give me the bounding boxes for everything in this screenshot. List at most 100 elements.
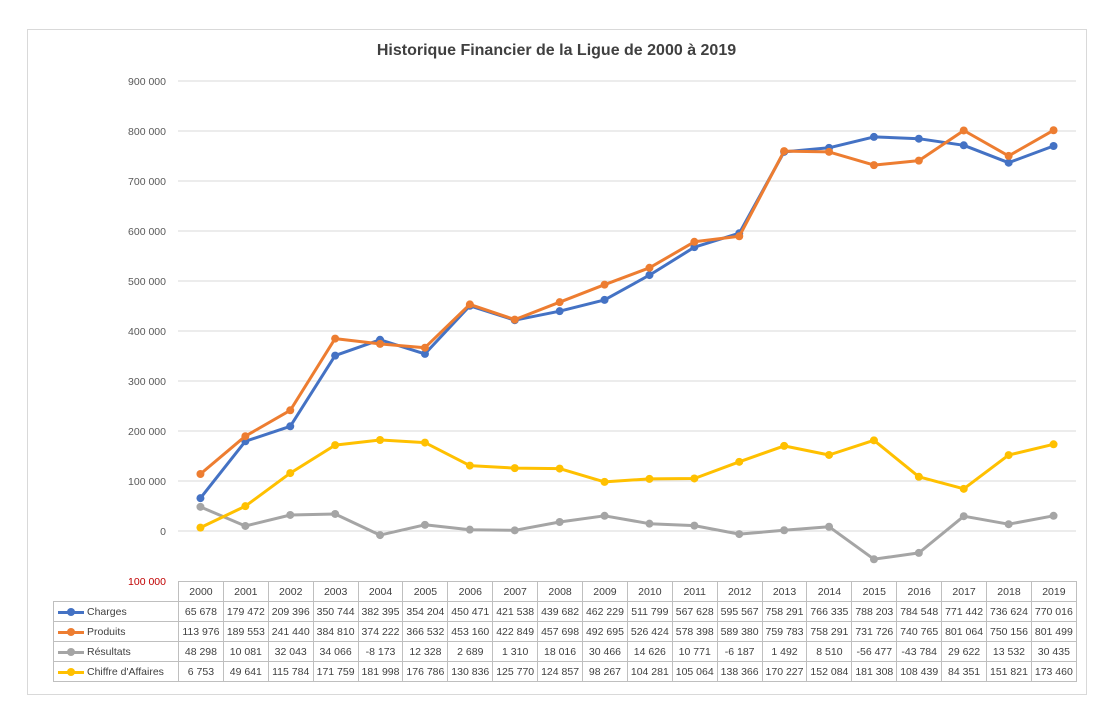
data-label: 181 998 [357,661,404,682]
data-label: 374 222 [357,621,404,642]
data-point-charges [286,422,295,431]
data-point-produits [196,470,205,479]
table-header-row: 2000 2001 2002 2003 2004 2005 2006 2007 2008 2009… [53,581,1077,602]
data-point-chiffre-d-affaires [286,469,295,478]
data-point-charges [869,132,878,141]
data-point-r-sultats [331,509,340,518]
data-label: 1 492 [761,641,808,662]
x-tick-label: 2015 [851,581,898,602]
data-label: 589 380 [716,621,763,642]
x-tick-label: 2006 [447,581,494,602]
data-point-chiffre-d-affaires [331,441,340,450]
x-tick-label: 2017 [941,581,988,602]
data-point-charges [555,307,564,316]
data-label: 209 396 [267,601,314,622]
data-label: 366 532 [402,621,449,642]
data-point-chiffre-d-affaires [555,464,564,473]
data-label: 10 771 [671,641,718,662]
data-point-r-sultats [465,525,474,534]
chart-title: Historique Financier de la Ligue de 2000… [376,42,737,59]
data-point-r-sultats [286,510,295,519]
data-label: 170 227 [761,661,808,682]
x-tick-label: 2019 [1030,581,1077,602]
data-point-r-sultats [780,526,789,535]
data-point-chiffre-d-affaires [510,464,519,473]
data-label: 750 156 [986,621,1032,642]
data-point-produits [780,147,789,156]
data-label: 13 532 [986,641,1032,662]
data-label: 801 064 [941,621,988,642]
data-point-charges [1049,141,1058,150]
data-point-r-sultats [376,531,385,540]
data-point-r-sultats [555,517,564,526]
data-label: 18 016 [537,641,584,662]
data-label: 138 366 [716,661,763,682]
x-tick-label: 2005 [402,581,449,602]
data-label: 453 160 [447,621,494,642]
data-point-r-sultats [420,520,429,529]
data-label: 84 351 [941,661,988,682]
x-tick-label: 2013 [761,581,808,602]
data-point-produits [1004,151,1013,160]
data-table: 2000 2001 2002 2003 2004 2005 2006 2007 2008 2009… [53,581,1077,682]
data-label: 152 084 [806,661,853,682]
data-label: 731 726 [851,621,898,642]
x-tick-label: 2016 [896,581,943,602]
data-point-chiffre-d-affaires [690,474,699,483]
data-label: 382 395 [357,601,404,622]
legend-label: Produits [87,625,126,638]
x-tick-label: 2003 [312,581,359,602]
data-point-produits [735,232,744,241]
data-label: 125 770 [492,661,539,682]
data-label: 12 328 [402,641,449,662]
data-point-chiffre-d-affaires [780,441,789,450]
data-label: 758 291 [806,621,853,642]
data-label: 526 424 [626,621,673,642]
legend-label: Chiffre d'Affaires [87,665,164,678]
data-label: 784 548 [896,601,943,622]
data-label: 6 753 [178,661,224,682]
table-row: Produits 113 976 189 553 241 440 384 810 374 … [53,621,1077,642]
data-label: 176 786 [402,661,449,682]
x-tick-label: 2004 [357,581,404,602]
data-label: 14 626 [626,641,673,662]
data-point-produits [825,147,834,156]
data-point-produits [914,156,923,165]
legend-entry: Produits [53,621,179,642]
data-label: -56 477 [851,641,898,662]
y-tick-label: 900 000 [128,76,166,88]
table-row: Chiffre d'Affaires 6 753 49 641 115 784 171 … [53,661,1077,682]
data-label: 1 310 [492,641,539,662]
data-point-produits [869,161,878,170]
data-point-charges [1004,158,1013,167]
data-point-charges [914,134,923,143]
data-point-charges [420,349,429,358]
data-label: -43 784 [896,641,943,662]
data-point-r-sultats [241,521,250,530]
data-point-produits [241,432,250,441]
data-label: 108 439 [896,661,943,682]
data-label: 758 291 [761,601,808,622]
data-label: 492 695 [582,621,628,642]
x-tick-label: 2012 [716,581,763,602]
data-label: 179 472 [222,601,269,622]
series-line-r-sultats [199,505,1054,561]
data-point-chiffre-d-affaires [376,436,385,445]
data-label: 422 849 [492,621,539,642]
data-label: 48 298 [178,641,224,662]
legend-label: Charges [87,605,127,618]
x-tick-label: 2011 [671,581,718,602]
data-point-chiffre-d-affaires [465,461,474,470]
data-point-produits [645,263,654,272]
data-label: 384 810 [312,621,359,642]
data-point-charges [645,271,654,280]
data-point-charges [331,351,340,360]
table-corner [53,581,179,602]
data-point-chiffre-d-affaires [959,484,968,493]
y-tick-label: 0 [160,526,166,538]
data-point-charges [196,494,205,503]
data-point-r-sultats [690,521,699,530]
data-point-chiffre-d-affaires [869,436,878,445]
data-point-produits [286,406,295,415]
data-label: 462 229 [582,601,628,622]
